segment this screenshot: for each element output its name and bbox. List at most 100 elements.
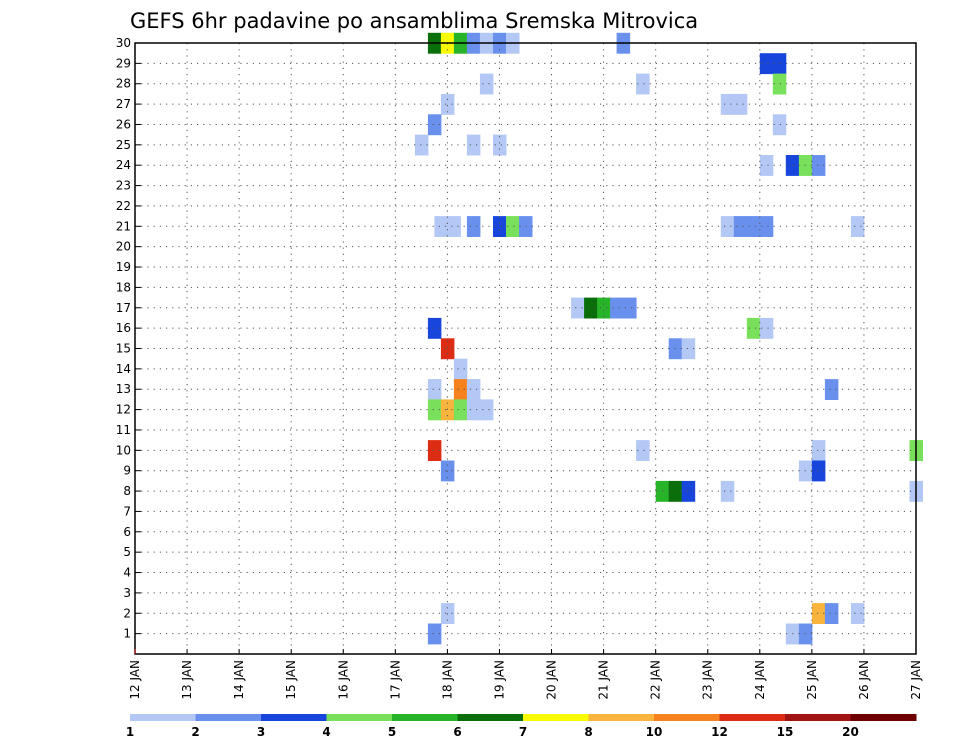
y-tick-label: 10	[116, 443, 131, 457]
y-tick-label: 12	[116, 403, 131, 417]
precip-cell	[720, 93, 735, 115]
precip-cell	[453, 358, 468, 380]
x-axis: 12 JAN 13 JAN 14 JAN 15 JAN 16 JAN 17 JAN 18 J…	[128, 649, 923, 700]
colorbar-label: 6	[453, 725, 461, 739]
colorbar-label: 15	[777, 725, 794, 739]
precip-cell	[681, 480, 696, 502]
precip-cell	[584, 297, 598, 319]
colorbar-swatch	[261, 714, 327, 721]
y-tick-label: 3	[123, 586, 131, 600]
y-axis: 1234567891011121314151617181920212223242…	[116, 36, 141, 641]
precip-cell	[850, 603, 865, 624]
x-tick-label: 13 JAN	[180, 660, 194, 700]
colorbar-label: 2	[191, 725, 199, 739]
colorbar-swatch	[719, 714, 786, 721]
precip-cell	[759, 53, 774, 75]
precip-cell	[681, 338, 696, 360]
precip-cell	[636, 73, 650, 95]
y-tick-label: 18	[116, 280, 131, 294]
precip-cell	[466, 216, 481, 237]
precip-cell	[759, 155, 774, 176]
precip-cell	[759, 317, 774, 339]
x-tick-label: 15 JAN	[284, 660, 298, 700]
precip-cell	[427, 114, 442, 136]
precip-cell	[493, 134, 507, 156]
precip-cell	[720, 216, 735, 237]
grid-lines	[135, 43, 916, 654]
y-tick-label: 7	[123, 504, 131, 518]
colorbar-label: 20	[842, 725, 859, 739]
colorbar-label: 7	[519, 725, 527, 739]
precip-cell	[772, 114, 787, 136]
precip-cell	[772, 73, 787, 95]
precip-cell	[597, 297, 611, 319]
y-tick-label: 8	[123, 484, 131, 498]
precip-cell	[850, 216, 865, 237]
x-tick-label: 12 JAN	[128, 660, 142, 700]
colorbar-label: 12	[711, 725, 728, 739]
precip-cell	[623, 297, 637, 319]
y-tick-label: 21	[116, 219, 131, 233]
y-tick-label: 11	[116, 423, 131, 437]
y-tick-label: 14	[116, 362, 131, 376]
y-tick-label: 27	[116, 97, 131, 111]
colorbar-label: 5	[388, 725, 396, 739]
colorbar-swatch	[588, 714, 655, 721]
colorbar-label: 10	[646, 725, 663, 739]
y-tick-label: 26	[116, 117, 131, 131]
colorbar-label: 8	[584, 725, 592, 739]
precip-cell	[746, 317, 761, 339]
precip-cell	[427, 623, 442, 645]
colorbar-label: 3	[257, 725, 265, 739]
x-tick-label: 14 JAN	[232, 660, 246, 700]
colorbar-label: 4	[322, 725, 330, 739]
x-tick-label: 26 JAN	[857, 660, 871, 700]
colorbar-swatch	[195, 714, 262, 721]
y-tick-label: 28	[116, 77, 131, 91]
colorbar-swatch	[523, 714, 589, 721]
precip-cell	[772, 53, 787, 75]
precip-cell	[427, 440, 442, 461]
colorbar-swatch	[654, 714, 720, 721]
x-tick-label: 18 JAN	[440, 660, 454, 700]
y-tick-label: 2	[123, 606, 131, 620]
y-tick-label: 20	[116, 240, 131, 254]
precip-cell	[571, 297, 585, 319]
colorbar-swatch	[130, 714, 196, 721]
x-tick-label: 17 JAN	[388, 660, 402, 700]
precip-cell	[479, 399, 494, 421]
y-tick-label: 30	[116, 36, 131, 50]
precip-cell	[759, 216, 774, 237]
precip-cell	[440, 93, 455, 115]
precip-cell	[636, 440, 650, 461]
precip-cell	[824, 379, 839, 400]
colorbar-swatch	[392, 714, 458, 721]
precip-cell	[453, 379, 468, 400]
y-tick-label: 29	[116, 56, 131, 70]
precip-cell	[811, 460, 826, 482]
y-tick-label: 1	[123, 627, 131, 641]
precip-cell	[811, 440, 826, 461]
precip-cell	[453, 399, 468, 421]
colorbar-swatch	[457, 714, 524, 721]
precip-cell	[427, 379, 442, 400]
precip-cell	[506, 216, 520, 237]
y-tick-label: 22	[116, 199, 131, 213]
x-tick-label: 16 JAN	[336, 660, 350, 700]
precip-cell	[427, 399, 442, 421]
precip-cell	[720, 480, 735, 502]
precip-cell	[733, 93, 748, 115]
precip-cell	[811, 603, 826, 624]
precip-cell	[824, 603, 839, 624]
y-tick-label: 25	[116, 138, 131, 152]
colorbar-swatch	[850, 714, 917, 721]
precip-cell	[811, 155, 826, 176]
x-tick-label: 24 JAN	[753, 660, 767, 700]
precip-cell	[493, 216, 507, 237]
precip-cell	[610, 297, 624, 319]
precip-cell	[733, 216, 748, 237]
x-tick-label: 23 JAN	[701, 660, 715, 700]
y-tick-label: 24	[116, 158, 131, 172]
y-tick-label: 9	[123, 464, 131, 478]
precip-cell	[466, 134, 481, 156]
